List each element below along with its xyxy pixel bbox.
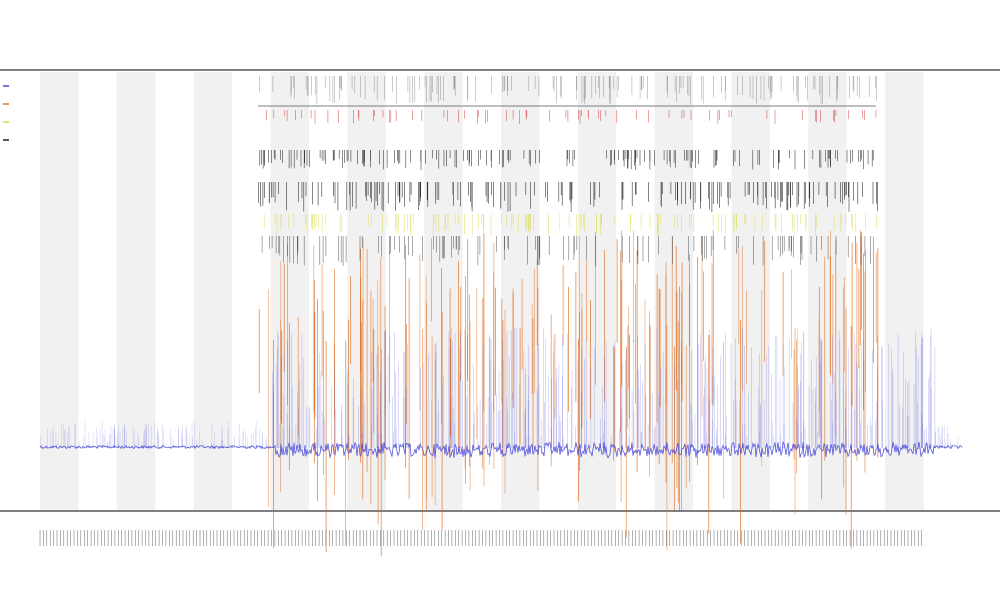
background-band: [193, 72, 233, 510]
baseline-series: [39, 328, 963, 459]
background-band: [116, 72, 156, 510]
x-tick-labels: [39, 530, 922, 546]
background-band: [40, 72, 79, 510]
background-band: [654, 72, 694, 510]
background-band: [347, 72, 386, 510]
background-band: [731, 72, 770, 510]
background-band: [885, 72, 924, 510]
background-band: [424, 72, 463, 510]
spike-series: [258, 230, 879, 557]
baseline-line: [39, 441, 963, 459]
background-band: [577, 72, 617, 510]
background-band: [808, 72, 847, 510]
background-bands: [40, 72, 924, 510]
event-series: [258, 76, 878, 266]
background-band: [270, 72, 309, 510]
legend: [3, 85, 9, 141]
